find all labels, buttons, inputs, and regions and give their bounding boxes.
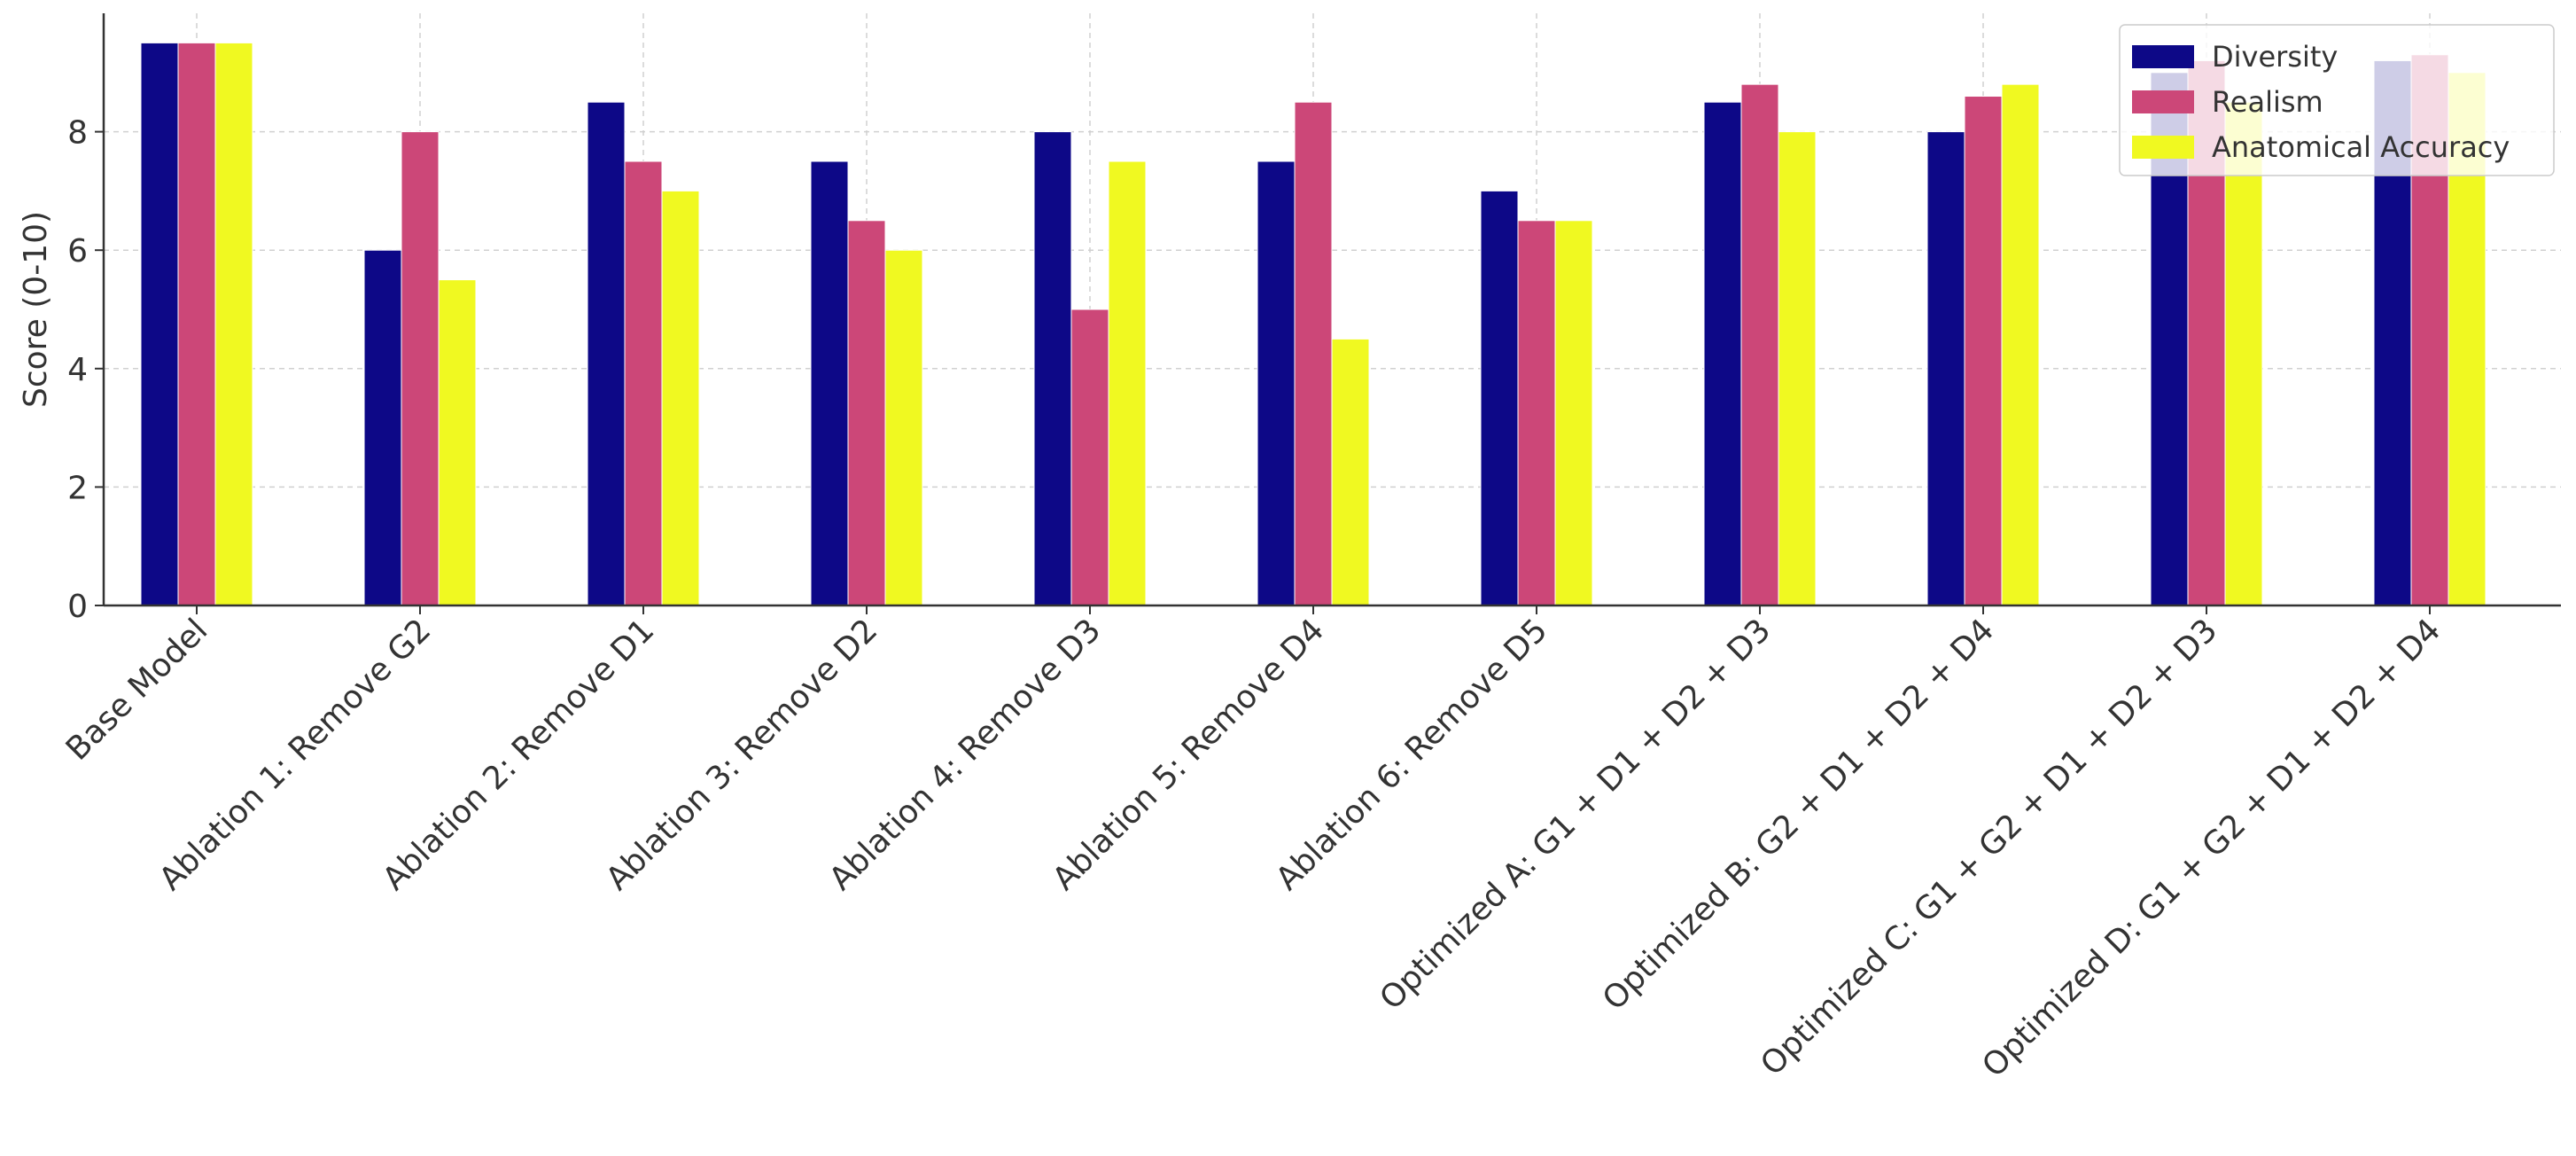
- bar-anatomical-accuracy: [214, 42, 253, 606]
- bar-anatomical-accuracy: [661, 190, 700, 606]
- legend-swatch: [2132, 136, 2194, 159]
- bar-diversity: [363, 249, 402, 606]
- bar-anatomical-accuracy: [1554, 220, 1593, 606]
- y-tick-label: 6: [67, 233, 88, 269]
- y-tick-label: 2: [67, 470, 88, 506]
- bar-diversity: [140, 42, 179, 606]
- y-tick-label: 4: [67, 352, 88, 388]
- bar-realism: [1517, 220, 1556, 606]
- x-tick-label: Optimized D: G1 + G2 + D1 + D2 + D4: [1975, 612, 2448, 1084]
- legend-swatch: [2132, 45, 2194, 68]
- bar-diversity: [1926, 131, 1965, 606]
- legend-label: Anatomical Accuracy: [2212, 130, 2510, 164]
- bar-diversity: [1257, 160, 1296, 606]
- x-tick-label: Optimized B: G2 + D1 + D2 + D4: [1596, 612, 2001, 1017]
- y-tick-label: 0: [67, 589, 88, 625]
- bar-diversity: [810, 160, 849, 606]
- bar-realism: [1964, 96, 2003, 606]
- bar-diversity: [587, 101, 626, 606]
- bar-diversity: [1703, 101, 1742, 606]
- legend-frame: [2119, 24, 2555, 176]
- bar-realism: [847, 220, 886, 606]
- legend-label: Diversity: [2212, 40, 2338, 74]
- bar-realism: [177, 42, 216, 606]
- legend: Diversity Realism Anatomical Accuracy: [2119, 24, 2555, 176]
- bar-diversity: [1480, 190, 1519, 606]
- bar-realism: [401, 131, 440, 606]
- y-tick-label: 8: [67, 115, 88, 152]
- x-tick-label: Optimized A: G1 + D1 + D2 + D3: [1373, 612, 1778, 1017]
- legend-swatch: [2132, 90, 2194, 113]
- bar-anatomical-accuracy: [1108, 160, 1147, 606]
- axes-layer: [95, 13, 2561, 614]
- bar-anatomical-accuracy: [1778, 131, 1817, 606]
- bar-realism: [1070, 309, 1109, 606]
- bar-anatomical-accuracy: [2224, 101, 2263, 606]
- bar-realism: [1294, 101, 1333, 606]
- bar-anatomical-accuracy: [438, 279, 477, 606]
- x-tick-label: Optimized C: G1 + G2 + D1 + D2 + D3: [1754, 612, 2224, 1082]
- bar-diversity: [1033, 131, 1072, 606]
- bar-realism: [624, 160, 663, 606]
- legend-label: Realism: [2212, 85, 2323, 119]
- x-tick-label: Base Model: [59, 612, 215, 768]
- bar-anatomical-accuracy: [2001, 83, 2040, 606]
- bar-anatomical-accuracy: [1331, 338, 1370, 606]
- bar-anatomical-accuracy: [884, 249, 923, 606]
- bar-realism: [1740, 83, 1779, 606]
- bars-layer: [140, 42, 2487, 606]
- y-axis-title: Score (0-10): [18, 211, 54, 408]
